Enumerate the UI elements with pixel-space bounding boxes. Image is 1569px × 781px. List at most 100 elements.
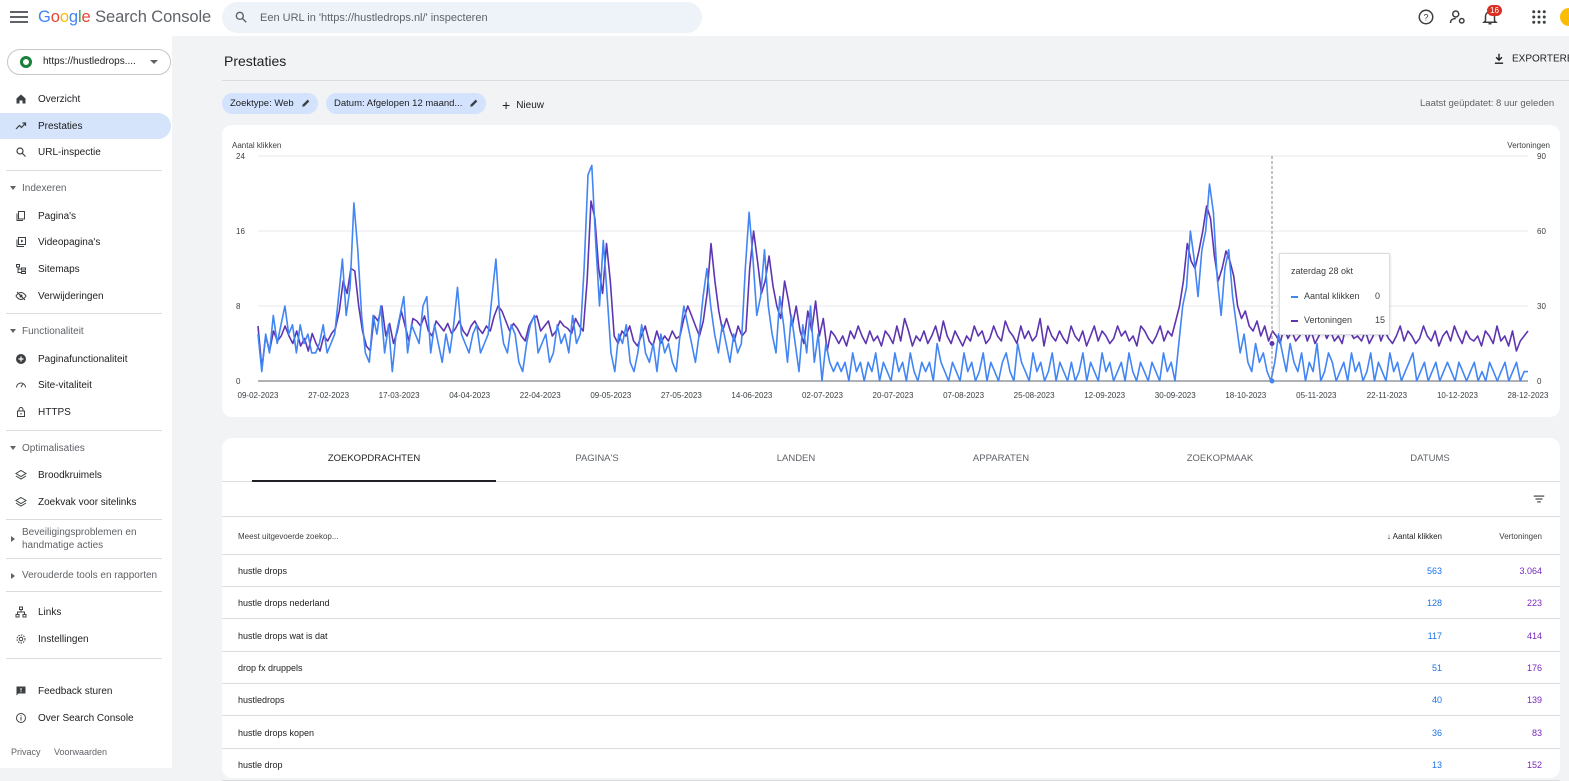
sidebar-divider [6, 591, 162, 592]
sidebar-item-videopaginas[interactable]: Videopagina's [0, 229, 171, 255]
lock-icon [17, 407, 25, 417]
sidebar-item-label: Broodkruimels [38, 470, 102, 481]
sidebar-item-paginafunctionaliteit[interactable]: Paginafunctionaliteit [0, 346, 171, 372]
x-tick-label: 05-11-2023 [1296, 391, 1337, 400]
sidebar-item-feedback[interactable]: Feedback sturen [0, 678, 171, 704]
links-icon [15, 606, 27, 618]
feedback-icon [16, 686, 26, 696]
dimension-tabs: ZOEKOPDRACHTEN PAGINA'S LANDEN APPARATEN ZOE… [222, 438, 1560, 482]
sidebar-item-label: Paginafunctionaliteit [38, 354, 128, 365]
filter-icon[interactable] [1532, 492, 1546, 506]
help-icon[interactable]: ? [1417, 8, 1435, 26]
terms-link[interactable]: Voorwaarden [54, 747, 108, 757]
search-console-logo[interactable]: Google Search Console [38, 8, 211, 27]
download-icon [1494, 53, 1504, 64]
x-tick-label: 07-08-2023 [943, 391, 984, 400]
chevron-down-icon [150, 60, 158, 64]
tab-datums[interactable]: DATUMS [1410, 453, 1450, 464]
export-button[interactable]: EXPORTEREN [1492, 52, 1569, 66]
tab-zoekopdrachten[interactable]: ZOEKOPDRACHTEN [252, 438, 496, 482]
page-title: Prestaties [224, 53, 287, 69]
performance-chart[interactable]: 0 8 16 24 0 30 60 90 Aantal klikken Vertoningen 09… [222, 125, 1560, 417]
right-tick-label: 0 [1537, 377, 1542, 386]
sidebar-item-label: Zoekvak voor sitelinks [38, 497, 137, 508]
sidebar-divider [6, 558, 162, 559]
table-row[interactable]: hustle drops wat is dat 117 414 [222, 620, 1560, 652]
account-avatar[interactable] [1560, 8, 1569, 26]
x-tick-label: 25-08-2023 [1014, 391, 1055, 400]
table-row[interactable]: hustle drops nederland 128 223 [222, 587, 1560, 620]
sidebar-item-url-inspectie[interactable]: URL-inspectie [0, 139, 171, 165]
left-tick-label: 8 [236, 302, 241, 311]
export-label: EXPORTEREN [1512, 53, 1569, 65]
tab-apparaten[interactable]: APPARATEN [972, 453, 1030, 464]
query-cell: hustledrops [238, 695, 285, 706]
pages-icon [16, 211, 25, 221]
sidebar-item-verwijderingen[interactable]: Verwijderingen [0, 283, 171, 309]
url-inspect-input[interactable] [260, 2, 690, 33]
table-filter-bar [222, 482, 1560, 517]
privacy-link[interactable]: Privacy [11, 747, 41, 757]
x-tick-label: 27-05-2023 [661, 391, 702, 400]
sidebar-item-prestaties[interactable]: Prestaties [0, 113, 171, 139]
table-row[interactable]: hustle drop 13 152 [222, 749, 1560, 781]
sidebar-item-site-vitaliteit[interactable]: Site-vitaliteit [0, 372, 171, 398]
query-cell: hustle drop [238, 759, 283, 770]
tab-zoekopmaak[interactable]: ZOEKOPMAAK [1186, 453, 1254, 464]
x-tick-label: 28-12-2023 [1508, 391, 1549, 400]
table-row[interactable]: hustle drops 563 3.064 [222, 555, 1560, 587]
left-tick-label: 16 [236, 227, 245, 236]
impressions-cell: 223 [1526, 598, 1542, 609]
sidebar-item-zoekvak-sitelinks[interactable]: Zoekvak voor sitelinks [0, 489, 171, 515]
tooltip-value: 15 [1375, 315, 1386, 325]
sidebar-item-overzicht[interactable]: Overzicht [0, 86, 171, 112]
sidebar-item-instellingen[interactable]: Instellingen [0, 626, 171, 652]
section-title: Verouderde tools en rapporten [22, 570, 158, 581]
property-selector[interactable]: https://hustledrops.... [7, 49, 171, 75]
menu-icon[interactable] [10, 8, 28, 26]
search-icon [235, 11, 247, 23]
filter-chip-datum[interactable]: Datum: Afgelopen 12 maand... [326, 93, 487, 114]
sidebar-divider [6, 430, 162, 431]
clicks-cell: 40 [1431, 695, 1442, 706]
new-filter-button[interactable]: + Nieuw [502, 97, 544, 113]
users-settings-icon[interactable] [1449, 8, 1467, 26]
x-tick-label: 14-06-2023 [731, 391, 772, 400]
sidebar-item-sitemaps[interactable]: Sitemaps [0, 256, 171, 282]
section-title: Optimalisaties [22, 443, 85, 454]
url-inspect-search[interactable] [222, 2, 702, 33]
chart-tooltip: zaterdag 28 okt Aantal klikken 0 Vertonin… [1279, 253, 1390, 335]
impressions-cell: 414 [1526, 630, 1542, 641]
table-row[interactable]: hustle drops kopen 36 83 [222, 717, 1560, 749]
apps-grid-icon[interactable] [1530, 8, 1548, 26]
property-status-icon [20, 56, 32, 68]
sidebar-item-broodkruimels[interactable]: Broodkruimels [0, 462, 171, 488]
chevron-down-icon [10, 446, 16, 450]
sidebar-item-links[interactable]: Links [0, 599, 171, 625]
column-header-clicks[interactable]: ↓ Aantal klikken [1380, 532, 1442, 541]
main-content: Prestaties EXPORTEREN Zoektype: Web Datu… [172, 36, 1569, 781]
query-cell: hustle drops kopen [238, 727, 315, 738]
tab-paginas[interactable]: PAGINA'S [575, 453, 619, 464]
sidebar-item-https[interactable]: HTTPS [0, 399, 171, 425]
sidebar: https://hustledrops.... Overzicht Presta… [0, 36, 172, 768]
query-cell: hustle drops nederland [238, 598, 330, 609]
tab-landen[interactable]: LANDEN [776, 453, 816, 464]
filter-chip-zoektype[interactable]: Zoektype: Web [222, 93, 318, 114]
sidebar-item-over-search-console[interactable]: Over Search Console [0, 705, 171, 731]
table-row[interactable]: drop fx druppels 51 176 [222, 652, 1560, 684]
column-header-impressions[interactable]: Vertoningen [1499, 532, 1542, 541]
sidebar-item-label: Sitemaps [38, 264, 80, 275]
google-wordmark: Google [38, 8, 91, 26]
impressions-cell: 176 [1526, 662, 1542, 673]
table-row[interactable]: hustledrops 40 139 [222, 684, 1560, 717]
query-cell: hustle drops [238, 566, 288, 576]
impressions-cell: 83 [1531, 727, 1542, 738]
tooltip-label: Aantal klikken [1304, 291, 1360, 301]
impressions-cell: 139 [1526, 695, 1542, 706]
x-tick-label: 22-04-2023 [520, 391, 561, 400]
column-header-query[interactable]: Meest uitgevoerde zoekop... [238, 532, 339, 541]
sidebar-item-paginas[interactable]: Pagina's [0, 203, 171, 229]
filter-chip-label: Zoektype: Web [230, 98, 294, 109]
x-tick-label: 10-12-2023 [1437, 391, 1478, 400]
